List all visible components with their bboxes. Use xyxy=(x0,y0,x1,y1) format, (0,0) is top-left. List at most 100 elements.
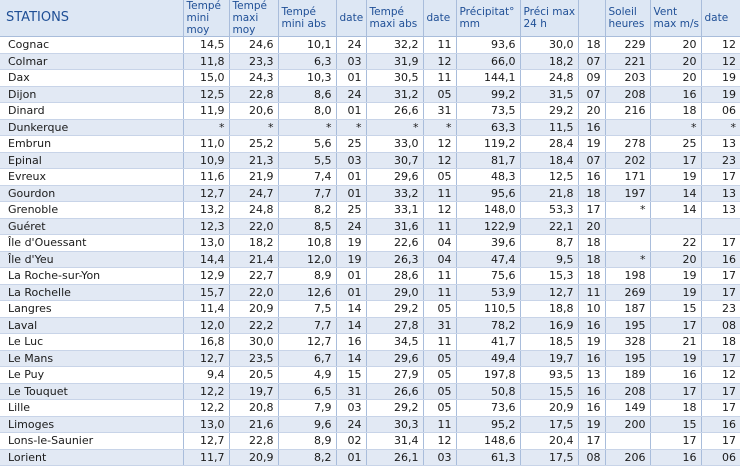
tempe-maxi-moy-cell: 23,3 xyxy=(229,53,279,70)
vent-date-cell: 19 xyxy=(701,69,740,87)
vent-max-cell: 25 xyxy=(650,135,702,153)
preci-date-cell: 09 xyxy=(578,69,606,87)
tempe-mini-moy-cell: 14,5 xyxy=(183,36,230,54)
tempe-mini-moy-cell: 13,0 xyxy=(183,234,230,252)
preci-max-24h-cell: 21,8 xyxy=(520,185,579,202)
preci-max-24h-cell: 19,7 xyxy=(520,350,579,367)
station-name-cell: Embrun xyxy=(0,135,184,153)
date-mini-abs-cell: 03 xyxy=(336,152,367,169)
preci-max-24h-cell: 53,3 xyxy=(520,201,579,219)
tempe-maxi-abs-cell: 33,1 xyxy=(366,201,424,219)
soleil-heures-cell: 200 xyxy=(605,416,651,433)
tempe-maxi-abs-cell: 29,6 xyxy=(366,350,424,367)
soleil-heures-cell xyxy=(605,218,651,235)
preci-max-24h-cell: 24,8 xyxy=(520,69,579,87)
tempe-maxi-moy-cell: 20,9 xyxy=(229,300,279,318)
date-mini-abs-cell: 01 xyxy=(336,185,367,202)
tempe-mini-abs-cell: 6,7 xyxy=(278,350,337,367)
preci-max-24h-cell: 93,5 xyxy=(520,366,579,384)
tempe-maxi-abs-cell: 27,9 xyxy=(366,366,424,384)
tempe-maxi-moy-cell: 21,3 xyxy=(229,152,279,169)
tempe-mini-moy-cell: 15,7 xyxy=(183,284,230,301)
tempe-mini-moy-cell: 12,2 xyxy=(183,399,230,417)
vent-max-cell: 14 xyxy=(650,185,702,202)
vent-date-cell: 17 xyxy=(701,350,740,367)
tempe-maxi-abs-cell: 33,2 xyxy=(366,185,424,202)
tempe-maxi-moy-cell: 24,3 xyxy=(229,69,279,87)
date-mini-abs-cell: 14 xyxy=(336,317,367,334)
vent-max-cell: 15 xyxy=(650,300,702,318)
vent-date-cell: 17 xyxy=(701,383,740,400)
vent-max-cell: 17 xyxy=(650,152,702,169)
date-mini-abs-cell: 24 xyxy=(336,36,367,54)
table-row: Lille 12,2 20,8 7,9 03 29,2 05 73,6 20,9 16 149 18 1… xyxy=(0,399,740,417)
soleil-heures-cell xyxy=(605,119,651,136)
tempe-maxi-abs-cell: 31,6 xyxy=(366,218,424,235)
preci-date-cell: 20 xyxy=(578,218,606,235)
table-row: Dax 15,0 24,3 10,3 01 30,5 11 144,1 24,8 09 203 20 1… xyxy=(0,69,740,87)
tempe-maxi-abs-cell: 26,6 xyxy=(366,383,424,400)
vent-max-cell: 19 xyxy=(650,284,702,301)
tempe-maxi-abs-cell: 34,5 xyxy=(366,333,424,351)
preci-max-24h-cell: 17,5 xyxy=(520,416,579,433)
date-mini-abs-cell: 01 xyxy=(336,69,367,87)
vent-date-cell: 12 xyxy=(701,36,740,54)
tempe-maxi-abs-cell: 26,1 xyxy=(366,449,424,466)
tempe-mini-moy-cell: 13,0 xyxy=(183,416,230,433)
date-mini-abs-cell: 15 xyxy=(336,366,367,384)
tempe-mini-abs-cell: 8,5 xyxy=(278,218,337,235)
tempe-mini-abs-cell: 6,5 xyxy=(278,383,337,400)
preci-max-24h-cell: 20,9 xyxy=(520,399,579,417)
preci-date-cell: 18 xyxy=(578,36,606,54)
soleil-heures-cell: 197 xyxy=(605,185,651,202)
station-name-cell: Guéret xyxy=(0,218,184,235)
date-mini-abs-cell: 01 xyxy=(336,168,367,186)
date-mini-abs-cell: 14 xyxy=(336,350,367,367)
tempe-mini-abs-cell: 7,4 xyxy=(278,168,337,186)
preci-date-cell: 10 xyxy=(578,300,606,318)
tempe-mini-moy-cell: * xyxy=(183,119,230,136)
tempe-maxi-abs-cell: 33,0 xyxy=(366,135,424,153)
tempe-mini-abs-cell: 5,5 xyxy=(278,152,337,169)
preci-max-24h-cell: 12,5 xyxy=(520,168,579,186)
preci-date-cell: 18 xyxy=(578,267,606,285)
soleil-heures-cell xyxy=(605,432,651,450)
date-maxi-abs-cell: 11 xyxy=(423,185,457,202)
soleil-heures-cell: 328 xyxy=(605,333,651,351)
vent-date-cell: 06 xyxy=(701,449,740,466)
tempe-maxi-moy-cell: 21,4 xyxy=(229,251,279,268)
vent-date-cell: 17 xyxy=(701,432,740,450)
soleil-heures-cell: 189 xyxy=(605,366,651,384)
table-row: Limoges 13,0 21,6 9,6 24 30,3 11 95,2 17,5 19 200 1… xyxy=(0,416,740,433)
tempe-mini-moy-cell: 16,8 xyxy=(183,333,230,351)
table-row: Gourdon 12,7 24,7 7,7 01 33,2 11 95,6 21,8 18 197 1… xyxy=(0,185,740,202)
tempe-maxi-abs-cell: 31,2 xyxy=(366,86,424,103)
vent-max-cell: 20 xyxy=(650,36,702,54)
vent-max-cell: 19 xyxy=(650,350,702,367)
tempe-mini-moy-cell: 11,7 xyxy=(183,449,230,466)
tempe-mini-moy-cell: 12,5 xyxy=(183,86,230,103)
tempe-maxi-abs-cell: 29,2 xyxy=(366,399,424,417)
station-name-cell: Île d'Ouessant xyxy=(0,234,184,252)
tempe-mini-abs-cell: 7,5 xyxy=(278,300,337,318)
tempe-mini-moy-cell: 11,6 xyxy=(183,168,230,186)
header-date-mini-abs: date xyxy=(336,0,367,37)
date-mini-abs-cell: 24 xyxy=(336,86,367,103)
date-maxi-abs-cell: 12 xyxy=(423,432,457,450)
tempe-mini-abs-cell: 8,0 xyxy=(278,102,337,120)
vent-date-cell: 13 xyxy=(701,135,740,153)
tempe-mini-moy-cell: 15,0 xyxy=(183,69,230,87)
vent-date-cell: 12 xyxy=(701,366,740,384)
table-row: Cognac 14,5 24,6 10,1 24 32,2 11 93,6 30,0 18 229 2… xyxy=(0,36,740,54)
date-maxi-abs-cell: 12 xyxy=(423,53,457,70)
date-maxi-abs-cell: 12 xyxy=(423,135,457,153)
header-vent-max: Vent max m/s xyxy=(650,0,702,37)
tempe-maxi-moy-cell: 21,6 xyxy=(229,416,279,433)
station-name-cell: Grenoble xyxy=(0,201,184,219)
tempe-maxi-abs-cell: 28,6 xyxy=(366,267,424,285)
station-name-cell: Cognac xyxy=(0,36,184,54)
date-maxi-abs-cell: 31 xyxy=(423,102,457,120)
preci-date-cell: 16 xyxy=(578,383,606,400)
preci-date-cell: 18 xyxy=(578,185,606,202)
vent-date-cell: 13 xyxy=(701,185,740,202)
